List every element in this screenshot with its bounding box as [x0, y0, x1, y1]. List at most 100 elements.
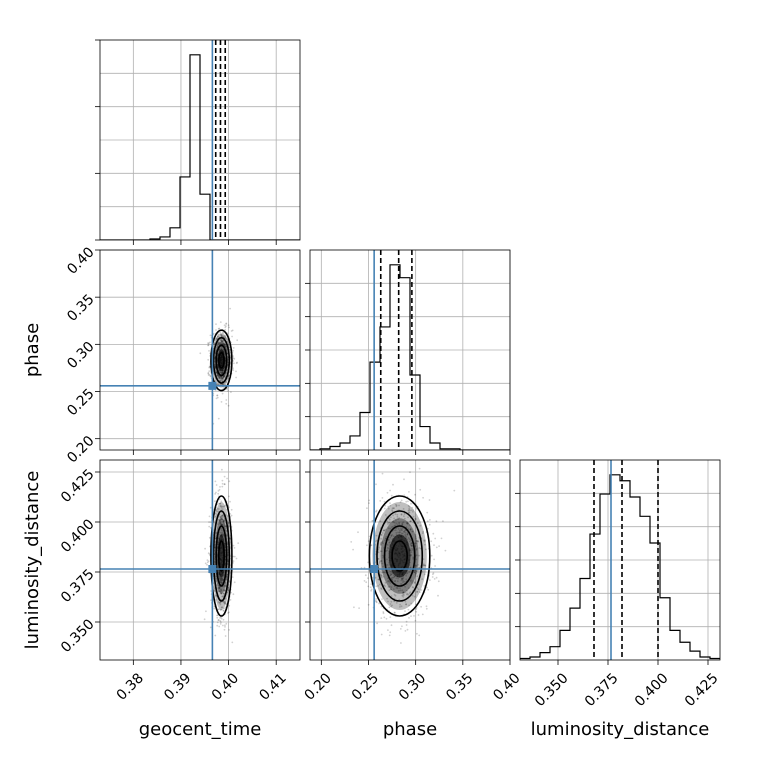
- sample-point: [222, 520, 225, 523]
- sample-point: [432, 532, 435, 535]
- sample-point: [228, 611, 230, 614]
- sample-point: [218, 376, 221, 379]
- sample-point: [227, 521, 230, 524]
- sample-point: [222, 522, 225, 525]
- sample-point: [403, 594, 405, 596]
- sample-point: [421, 578, 424, 580]
- sample-point: [380, 574, 383, 577]
- sample-point: [380, 543, 382, 546]
- sample-point: [410, 544, 413, 547]
- sample-point: [399, 628, 402, 630]
- sample-point: [411, 530, 414, 533]
- sample-point: [417, 614, 420, 616]
- sample-point: [405, 500, 408, 503]
- sample-point: [381, 571, 384, 574]
- sample-point: [225, 508, 228, 511]
- sample-point: [389, 502, 391, 504]
- sample-point: [408, 506, 411, 508]
- sample-point: [389, 521, 391, 524]
- sample-point: [224, 597, 227, 600]
- sample-point: [209, 374, 212, 377]
- sample-point: [213, 343, 216, 346]
- sample-point: [383, 584, 386, 587]
- sample-point: [223, 324, 226, 327]
- y-tick-label: 0.400: [58, 516, 98, 556]
- sample-point: [222, 578, 224, 581]
- sample-point: [215, 371, 218, 374]
- sample-point: [416, 540, 418, 543]
- sample-point: [384, 504, 387, 507]
- sample-point: [417, 588, 420, 591]
- sample-point: [206, 559, 209, 561]
- sample-point: [220, 592, 223, 595]
- sample-point: [388, 542, 391, 544]
- sample-point: [402, 591, 405, 594]
- sample-point: [421, 613, 424, 616]
- sample-point: [415, 558, 418, 561]
- sample-point: [389, 574, 391, 577]
- sample-point: [407, 593, 410, 596]
- sample-point: [393, 593, 396, 596]
- sample-point: [380, 541, 383, 544]
- sample-point: [434, 565, 436, 567]
- sample-point: [390, 573, 393, 576]
- sample-point: [399, 606, 401, 608]
- sample-point: [394, 529, 397, 532]
- sample-point: [220, 581, 223, 584]
- sample-point: [226, 338, 228, 340]
- sample-point: [226, 575, 228, 577]
- sample-point: [397, 518, 399, 521]
- sample-point: [350, 541, 353, 543]
- sample-point: [223, 585, 226, 587]
- sample-point: [410, 602, 413, 605]
- sample-point: [221, 505, 223, 508]
- sample-point: [402, 594, 405, 596]
- sample-point: [224, 504, 227, 507]
- sample-point: [219, 379, 222, 382]
- sample-point: [220, 617, 223, 620]
- sample-point: [228, 480, 231, 483]
- sample-point: [219, 522, 222, 525]
- sample-point: [370, 589, 372, 592]
- sample-point: [420, 605, 422, 608]
- sample-point: [232, 544, 235, 547]
- sample-point: [415, 547, 418, 550]
- sample-point: [227, 525, 230, 528]
- sample-point: [424, 564, 427, 567]
- sample-point: [404, 535, 407, 537]
- sample-point: [406, 628, 409, 631]
- sample-point: [375, 510, 377, 513]
- sample-point: [393, 521, 396, 524]
- sample-point: [407, 608, 410, 611]
- sample-point: [221, 606, 224, 609]
- sample-point: [383, 507, 386, 510]
- sample-point: [390, 526, 393, 528]
- sample-point: [225, 372, 227, 374]
- sample-point: [222, 514, 225, 516]
- sample-point: [223, 483, 226, 486]
- sample-point: [216, 394, 219, 397]
- sample-point: [377, 558, 380, 560]
- sample-point: [217, 374, 219, 377]
- sample-point: [386, 491, 389, 494]
- sample-point: [407, 537, 410, 539]
- sample-point: [216, 344, 219, 346]
- sample-point: [369, 586, 372, 589]
- sample-point: [363, 566, 366, 569]
- sample-point: [220, 340, 223, 342]
- sample-point: [398, 517, 401, 519]
- sample-point: [229, 500, 231, 503]
- sample-point: [225, 399, 228, 401]
- histogram-phase: [310, 264, 510, 450]
- sample-point: [395, 577, 398, 579]
- sample-point: [215, 508, 218, 511]
- sample-point: [233, 555, 236, 558]
- sample-point: [227, 522, 230, 525]
- sample-point: [393, 517, 395, 520]
- sample-point: [220, 379, 223, 382]
- sample-point: [390, 600, 393, 603]
- sample-point: [389, 582, 392, 584]
- sample-point: [416, 632, 418, 635]
- sample-point: [416, 590, 419, 593]
- sample-point: [395, 522, 398, 525]
